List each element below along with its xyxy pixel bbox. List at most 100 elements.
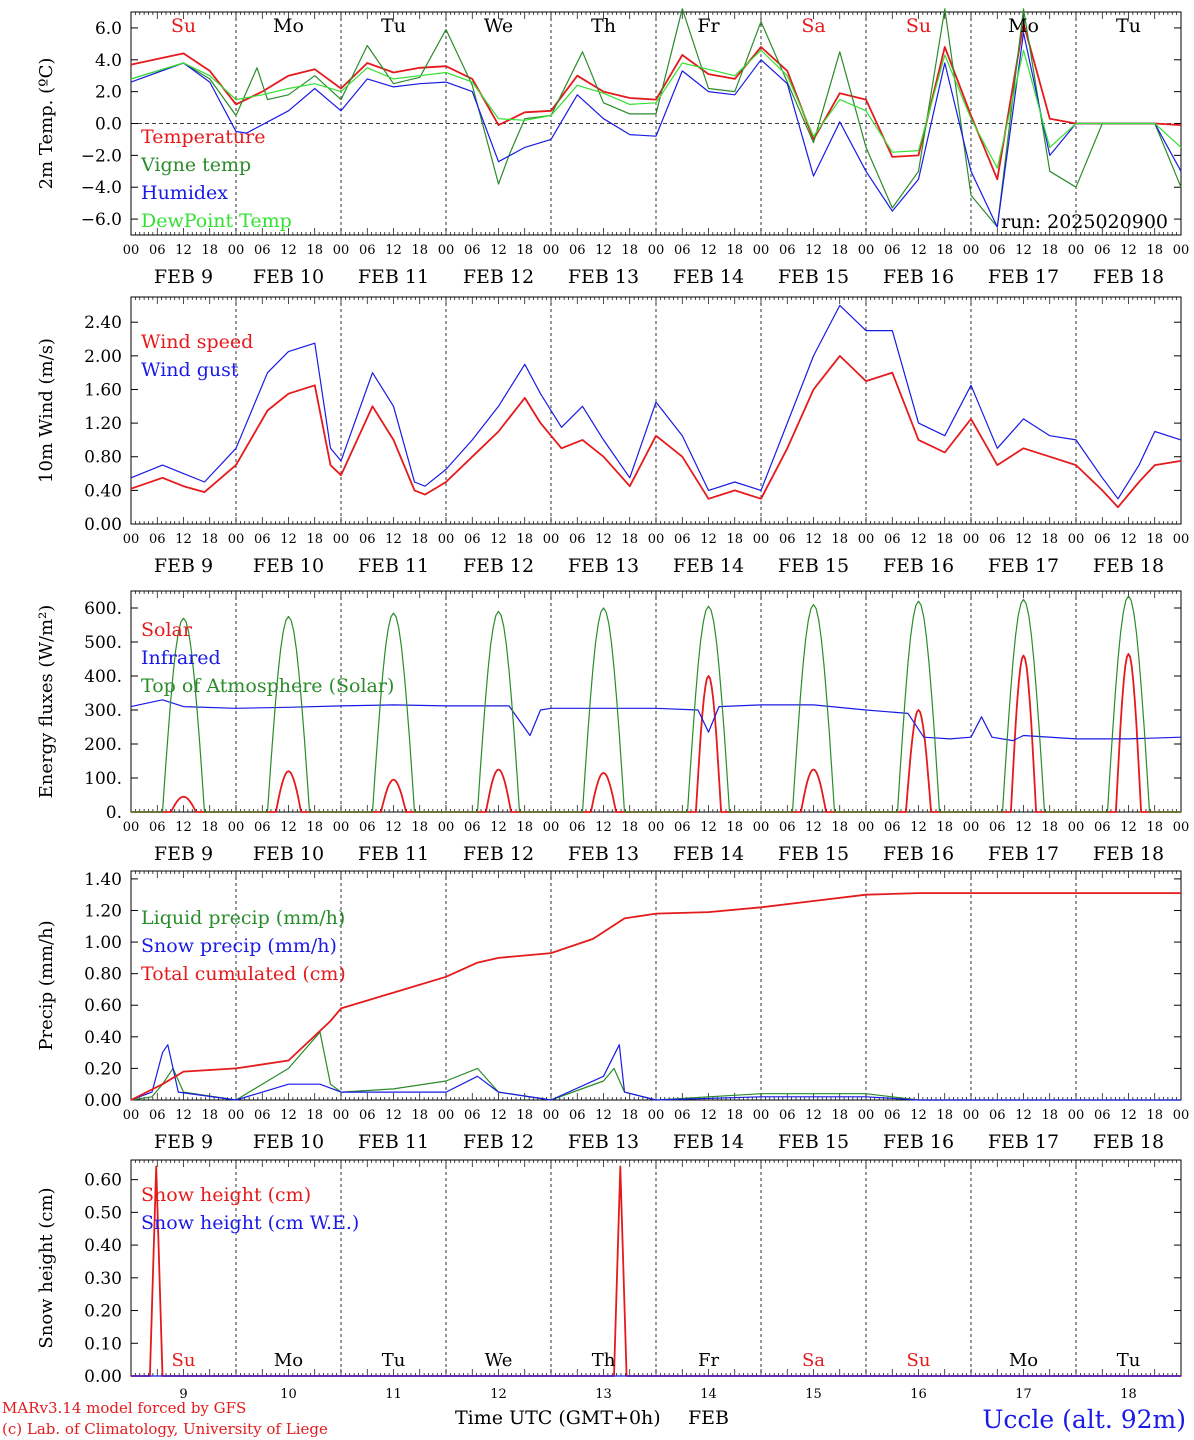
y-tick-label: 0.60 [84, 1171, 122, 1191]
bottom-day-name: Tu [382, 1350, 406, 1371]
hour-tick-label: 00 [543, 532, 560, 547]
hour-tick-label: 12 [490, 243, 507, 258]
series-line [131, 595, 1181, 813]
hour-tick-label: 06 [464, 532, 481, 547]
date-label: FEB 11 [358, 266, 429, 288]
y-tick-label: 0.40 [84, 1236, 122, 1256]
series-line [130, 699, 1182, 742]
hour-tick-label: 12 [280, 243, 297, 258]
hour-tick-label: 00 [648, 1108, 665, 1123]
day-label: Tu [381, 15, 406, 37]
hour-tick-label: 00 [438, 532, 455, 547]
hour-tick-label: 18 [201, 243, 218, 258]
date-label: FEB 9 [154, 843, 213, 865]
hour-tick-label: 12 [910, 243, 927, 258]
date-label: FEB 16 [883, 555, 954, 577]
hour-tick-label: 00 [858, 532, 875, 547]
hour-tick-label: 06 [359, 820, 376, 835]
hour-tick-label: 06 [464, 243, 481, 258]
hour-tick-label: 06 [989, 820, 1006, 835]
date-label: FEB 12 [463, 266, 534, 288]
series-line [130, 32, 1182, 228]
legend-entry: Infrared [141, 647, 221, 669]
date-label: FEB 18 [1093, 1131, 1164, 1153]
hour-tick-label: 18 [726, 820, 743, 835]
hour-tick-label: 00 [333, 820, 350, 835]
hour-tick-label: 06 [1094, 820, 1111, 835]
hour-tick-label: 12 [805, 243, 822, 258]
hour-tick-label: 12 [490, 1108, 507, 1123]
hour-tick-label: 18 [1146, 532, 1163, 547]
hour-tick-label: 00 [648, 820, 665, 835]
hour-tick-label: 18 [621, 532, 638, 547]
date-label: FEB 11 [358, 1131, 429, 1153]
hour-tick-label: 12 [1015, 532, 1032, 547]
hour-tick-label: 18 [1146, 820, 1163, 835]
date-label: FEB 15 [778, 1131, 849, 1153]
hour-tick-label: 06 [1094, 532, 1111, 547]
date-label: FEB 15 [778, 266, 849, 288]
bottom-day-name: Sa [802, 1350, 825, 1371]
bottom-day-name: Su [907, 1350, 931, 1371]
y-tick-label: 0.0 [95, 115, 122, 135]
hour-tick-label: 18 [201, 532, 218, 547]
legend-entry: Vigne temp [140, 154, 251, 176]
y-tick-label: −6.0 [81, 210, 122, 230]
hour-tick-label: 00 [123, 243, 140, 258]
day-label: Su [906, 15, 931, 37]
hour-tick-label: 00 [333, 1108, 350, 1123]
hour-tick-label: 12 [280, 820, 297, 835]
date-label: FEB 13 [568, 555, 639, 577]
hour-tick-label: 06 [149, 1108, 166, 1123]
date-label: FEB 12 [463, 1131, 534, 1153]
run-label: run: 2025020900 [1001, 211, 1168, 233]
y-axis-label: 10m Wind (m/s) [36, 338, 57, 483]
date-label: FEB 15 [778, 555, 849, 577]
y-tick-label: 6.0 [95, 19, 122, 39]
hour-tick-label: 06 [569, 820, 586, 835]
date-label: FEB 10 [253, 555, 324, 577]
day-label: Tu [1116, 15, 1141, 37]
hour-tick-label: 00 [858, 820, 875, 835]
hour-tick-label: 06 [254, 243, 271, 258]
date-label: FEB 17 [988, 555, 1059, 577]
hour-tick-label: 06 [674, 1108, 691, 1123]
hour-tick-label: 00 [1068, 820, 1085, 835]
series-line [130, 304, 1182, 500]
hour-tick-label: 18 [411, 532, 428, 547]
day-label: Mo [273, 15, 304, 37]
hour-tick-label: 12 [700, 1108, 717, 1123]
hour-tick-label: 00 [333, 532, 350, 547]
hour-tick-label: 00 [753, 532, 770, 547]
date-label: FEB 10 [253, 266, 324, 288]
y-tick-label: −2.0 [81, 146, 122, 166]
hour-tick-label: 18 [936, 532, 953, 547]
y-tick-label: 4.0 [95, 51, 122, 71]
hour-tick-label: 06 [779, 243, 796, 258]
hour-tick-label: 18 [516, 1108, 533, 1123]
hour-tick-label: 06 [989, 1108, 1006, 1123]
hour-tick-label: 12 [910, 820, 927, 835]
hour-tick-label: 18 [1041, 1108, 1058, 1123]
hour-tick-label: 18 [936, 243, 953, 258]
y-tick-label: 1.40 [84, 870, 122, 890]
hour-tick-label: 12 [1015, 243, 1032, 258]
hour-tick-label: 06 [359, 243, 376, 258]
hour-tick-label: 18 [1041, 532, 1058, 547]
hour-tick-label: 06 [884, 243, 901, 258]
hour-tick-label: 18 [1041, 820, 1058, 835]
hour-tick-label: 18 [726, 532, 743, 547]
hour-tick-label: 06 [254, 1108, 271, 1123]
hour-tick-label: 00 [123, 1108, 140, 1123]
legend-entry: Top of Atmosphere (Solar) [141, 675, 394, 697]
y-tick-label: 600. [84, 599, 122, 619]
hour-tick-label: 18 [1041, 243, 1058, 258]
date-label: FEB 18 [1093, 266, 1164, 288]
bottom-day-number: 15 [805, 1387, 822, 1402]
hour-tick-label: 12 [1120, 243, 1137, 258]
y-axis-label: Precip (mm/h) [36, 920, 57, 1050]
y-tick-label: 1.00 [84, 933, 122, 953]
date-label: FEB 14 [673, 555, 744, 577]
hour-tick-label: 12 [595, 532, 612, 547]
